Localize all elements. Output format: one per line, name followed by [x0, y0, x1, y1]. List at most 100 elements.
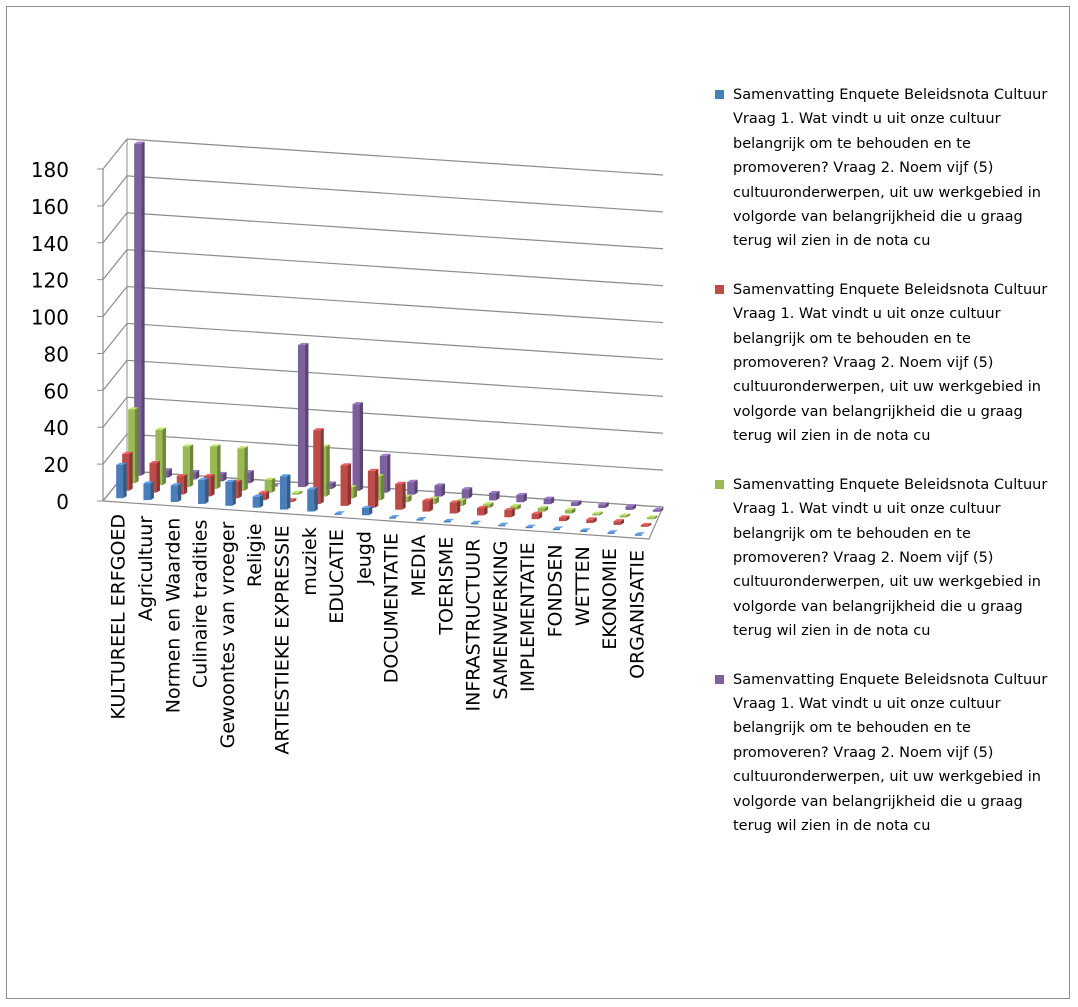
bar	[407, 479, 418, 495]
bar-top	[510, 504, 521, 507]
bar	[367, 468, 379, 508]
bar-top	[361, 505, 373, 508]
bar-side	[223, 471, 227, 482]
bar-side	[205, 477, 209, 504]
bar-top	[489, 490, 500, 494]
bar-top	[134, 141, 145, 144]
bar-side	[414, 479, 418, 495]
bar-side	[238, 479, 242, 499]
bar-front	[607, 532, 615, 534]
bar-front	[170, 485, 178, 502]
bar-top	[498, 522, 509, 525]
bar	[155, 427, 166, 486]
left-wall-gridline	[102, 286, 128, 317]
bar-side	[135, 407, 139, 484]
bar	[279, 474, 291, 510]
bar-front	[477, 508, 485, 516]
left-wall-gridline	[102, 433, 128, 465]
bar-front	[252, 496, 260, 508]
bar-top	[279, 474, 291, 477]
bar-side	[368, 505, 373, 516]
x-tick-label: IMPLEMENTATIE	[517, 542, 539, 692]
bar-side	[162, 427, 166, 486]
bar	[143, 481, 154, 501]
bar-top	[204, 474, 215, 477]
bar-top	[334, 511, 346, 514]
bar-front	[134, 143, 142, 476]
bar-front	[225, 481, 233, 506]
bar-front	[531, 513, 539, 520]
y-tick-label: 180	[31, 158, 69, 182]
back-wall-gridline	[126, 249, 664, 287]
bar-front	[264, 479, 272, 493]
bar-top	[461, 487, 473, 490]
bar-side	[271, 477, 276, 493]
bar-side	[517, 504, 521, 510]
chart-frame: 0 20 40 60 80 100 120 140 160 180 KULTUREEL ERFGO…	[6, 6, 1070, 999]
legend-swatch	[715, 479, 724, 489]
bar	[525, 524, 537, 529]
bar-front	[395, 483, 403, 510]
bar-top	[634, 532, 646, 535]
left-wall-gridline	[102, 359, 128, 391]
bar	[149, 460, 160, 493]
bar-top	[428, 496, 439, 499]
bar-side	[386, 453, 391, 493]
bar-top	[149, 460, 160, 464]
bar	[489, 490, 500, 501]
left-wall-gridline	[102, 212, 128, 244]
bar-top	[155, 427, 166, 430]
bar-side	[141, 141, 145, 476]
bar-front	[613, 521, 621, 525]
bar-top	[258, 490, 270, 493]
bar-front	[361, 507, 369, 516]
bar-front	[498, 524, 506, 527]
bar-side	[523, 492, 527, 503]
bar	[334, 511, 346, 515]
bar-side	[244, 446, 248, 491]
bar-side	[571, 507, 576, 514]
bar-side	[250, 470, 254, 484]
back-wall-gridline	[126, 322, 664, 361]
bar-side	[468, 487, 473, 499]
bar-side	[490, 502, 494, 508]
y-tick-label: 140	[31, 232, 69, 256]
bar-side	[462, 498, 467, 506]
bar	[313, 428, 324, 504]
bar	[607, 530, 619, 534]
x-tick-label: FONDSEN	[544, 544, 566, 637]
left-wall-gridline	[102, 323, 128, 354]
bar	[182, 444, 194, 487]
bar	[352, 402, 364, 491]
bar	[128, 407, 139, 484]
bar-front	[334, 513, 342, 515]
bar	[498, 522, 509, 527]
bar	[619, 513, 631, 518]
left-wall-gridline	[102, 249, 128, 281]
bar-side	[177, 483, 182, 502]
bar-side	[659, 507, 664, 512]
bar-front	[182, 446, 190, 487]
y-tick-label: 160	[31, 195, 69, 219]
x-tick-label: Religie	[244, 523, 266, 587]
bar	[613, 519, 625, 525]
bar	[504, 507, 515, 518]
bar-top	[264, 477, 276, 480]
bar	[297, 342, 309, 488]
bar	[416, 517, 427, 521]
bar-top	[143, 481, 154, 484]
bar-front	[367, 470, 375, 508]
bar-side	[232, 479, 236, 506]
bar	[586, 517, 597, 523]
bar-side	[292, 498, 297, 503]
bar-front	[279, 476, 287, 510]
bar-side	[156, 460, 160, 493]
bar-side	[550, 496, 555, 505]
bar-side	[599, 511, 603, 516]
bar	[592, 511, 603, 516]
x-tick-label: EKONOMIE	[599, 548, 621, 650]
bar-top	[198, 477, 209, 480]
bar	[543, 496, 555, 505]
bar	[558, 515, 570, 522]
x-tick-label: Normen en Waarden	[162, 518, 184, 714]
